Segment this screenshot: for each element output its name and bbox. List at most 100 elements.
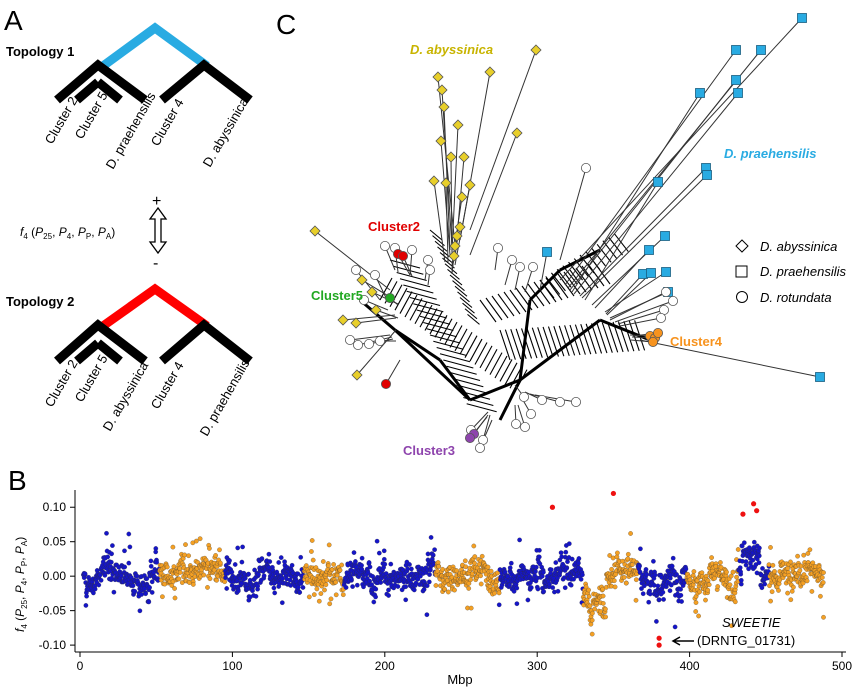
label-cluster5: Cluster5 bbox=[311, 288, 363, 303]
scatter-point bbox=[620, 558, 626, 564]
scatter-point bbox=[514, 585, 520, 591]
scatter-point bbox=[696, 613, 701, 619]
scatter-point bbox=[588, 621, 594, 627]
scatter-outliers bbox=[549, 490, 760, 648]
abyssinica-diamond-icon bbox=[370, 304, 382, 316]
network-edge bbox=[449, 274, 463, 286]
network-edge bbox=[436, 346, 467, 357]
network-edge bbox=[494, 355, 508, 379]
scatter-point bbox=[235, 588, 241, 594]
scatter-point bbox=[331, 562, 336, 567]
network-edge bbox=[409, 296, 441, 307]
network-branch bbox=[451, 124, 459, 253]
scatter-point bbox=[153, 549, 159, 555]
scatter-point bbox=[495, 570, 500, 576]
scatter-point bbox=[541, 569, 546, 575]
scatter-point bbox=[583, 584, 589, 590]
scatter-point bbox=[328, 596, 334, 602]
rotundata-circle-icon bbox=[406, 244, 417, 255]
scatter-point bbox=[424, 612, 430, 618]
network-edge bbox=[545, 276, 561, 295]
network-edge bbox=[414, 301, 428, 325]
scatter-point bbox=[548, 567, 554, 573]
scatter-point bbox=[639, 586, 644, 591]
scatter-point bbox=[183, 542, 188, 547]
abyssinica-diamond-icon bbox=[511, 127, 523, 139]
topology-1-tree: Topology 1 Cluster 2 Cluster 5 D. praehe… bbox=[6, 22, 253, 172]
scatter-point bbox=[576, 560, 581, 566]
scatter-point bbox=[485, 564, 491, 570]
scatter-point bbox=[267, 559, 273, 564]
scatter-point bbox=[421, 587, 427, 592]
network-branch bbox=[357, 336, 393, 346]
rotundata-circle-icon bbox=[474, 442, 485, 453]
scatter-point bbox=[603, 606, 608, 612]
scatter-point bbox=[207, 546, 212, 551]
network-edge bbox=[457, 291, 470, 303]
network-edge bbox=[389, 284, 403, 308]
network-edge bbox=[439, 252, 453, 263]
network-edge bbox=[499, 329, 511, 361]
rotundata-circle-icon bbox=[519, 391, 530, 402]
scatter-point bbox=[589, 631, 595, 637]
scatter-point bbox=[637, 563, 642, 569]
outlier-point bbox=[656, 642, 662, 648]
scatter-point bbox=[339, 562, 345, 568]
scatter-point bbox=[373, 594, 378, 600]
scatter-point bbox=[84, 593, 89, 599]
scatter-point bbox=[411, 587, 417, 593]
scatter-point bbox=[427, 572, 432, 577]
scatter-point bbox=[240, 544, 245, 550]
outlier-point bbox=[610, 490, 617, 497]
network-edge bbox=[613, 233, 629, 252]
network-edge bbox=[419, 304, 433, 328]
scatter-point bbox=[566, 541, 572, 547]
scatter-point bbox=[820, 580, 826, 585]
scatter-point bbox=[628, 531, 633, 536]
scatter-point bbox=[320, 559, 326, 564]
scatter-point bbox=[300, 585, 306, 590]
network-branch bbox=[584, 181, 659, 301]
network-branch bbox=[604, 271, 667, 313]
abyssinica-diamond-icon bbox=[464, 179, 476, 191]
scatter-point bbox=[468, 577, 473, 583]
scatter-point bbox=[309, 549, 314, 554]
network-edge bbox=[479, 299, 497, 323]
network-edge bbox=[439, 318, 453, 341]
scatter-point bbox=[541, 589, 547, 594]
outlier-point bbox=[754, 508, 760, 514]
rotundata-circle-icon bbox=[661, 286, 672, 297]
scatter-point bbox=[403, 584, 409, 590]
abyssinica-diamond-icon bbox=[350, 317, 362, 329]
scatter-point bbox=[381, 548, 387, 554]
scatter-point bbox=[213, 553, 218, 558]
scatter-point bbox=[533, 569, 538, 574]
scatter-point bbox=[172, 595, 178, 601]
scatter-point bbox=[555, 588, 561, 594]
rotundata-circle-icon bbox=[397, 250, 408, 261]
scatter-point bbox=[735, 547, 741, 552]
abyssinica-diamond-icon bbox=[530, 44, 542, 56]
scatter-point bbox=[127, 544, 133, 550]
scatter-point bbox=[242, 575, 248, 581]
legend-label-praehensilis: D. praehensilis bbox=[760, 264, 846, 279]
scatter-point bbox=[768, 545, 773, 550]
network-edge bbox=[504, 329, 516, 360]
praehensilis-square-icon bbox=[731, 75, 741, 85]
scatter-point bbox=[737, 565, 743, 571]
scatter-point bbox=[102, 572, 108, 578]
scatter-point bbox=[821, 570, 826, 575]
scatter-point bbox=[727, 582, 733, 588]
scatter-point bbox=[468, 605, 474, 611]
scatter-point bbox=[432, 547, 437, 553]
network-edge bbox=[484, 348, 498, 372]
scatter-point bbox=[505, 574, 511, 579]
scatter-point bbox=[654, 619, 659, 624]
network-edge bbox=[521, 285, 539, 309]
scatter-point bbox=[623, 580, 629, 586]
scatter-point bbox=[767, 583, 772, 589]
scatter-point bbox=[487, 584, 493, 589]
scatter-point bbox=[611, 578, 617, 584]
scatter-point bbox=[322, 587, 327, 593]
network-edge bbox=[504, 362, 518, 386]
